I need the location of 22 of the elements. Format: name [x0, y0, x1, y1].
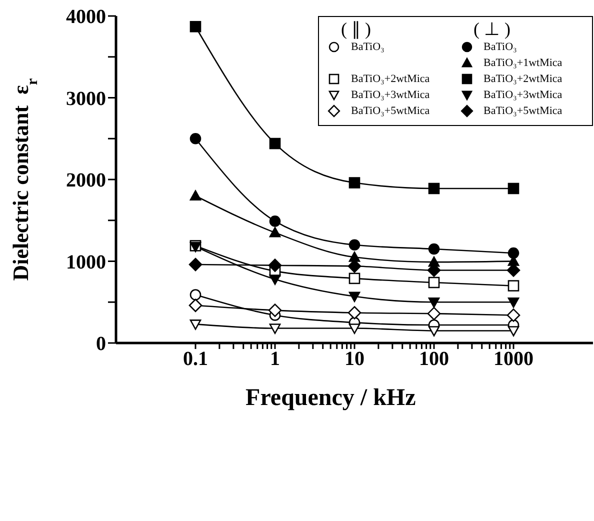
legend-label: BaTiO₃+5wtMica [351, 105, 430, 117]
x-axis-title: Frequency / kHz [246, 385, 416, 411]
legend-label: BaTiO₃ [484, 41, 517, 53]
legend-label: BaTiO₃+2wtMica [351, 73, 430, 85]
legend-label: BaTiO₃ [351, 41, 384, 53]
legend-label: BaTiO₃+3wtMica [484, 89, 562, 101]
y-tick-label: 1000 [66, 251, 106, 274]
x-tick-label: 1 [270, 348, 280, 370]
x-tick-label: 0.1 [183, 348, 208, 370]
legend-label: BaTiO₃+3wtMica [351, 89, 430, 101]
legend-label: BaTiO₃+1wtMica [484, 57, 562, 69]
x-tick-label: 100 [419, 348, 449, 370]
y-tick-label: 2000 [66, 170, 106, 192]
y-tick-label: 0 [96, 333, 106, 356]
y-tick-label: 3000 [66, 88, 106, 110]
x-tick-label: 1000 [494, 348, 534, 370]
y-tick-label: 4000 [66, 6, 106, 28]
legend-label: BaTiO₃+5wtMica [484, 105, 562, 117]
legend-label: BaTiO₃+2wtMica [484, 73, 562, 85]
x-tick-label: 10 [344, 348, 364, 370]
annotation: ( ⊥ ) [474, 19, 512, 39]
annotation: ( ∥ ) [341, 19, 372, 39]
